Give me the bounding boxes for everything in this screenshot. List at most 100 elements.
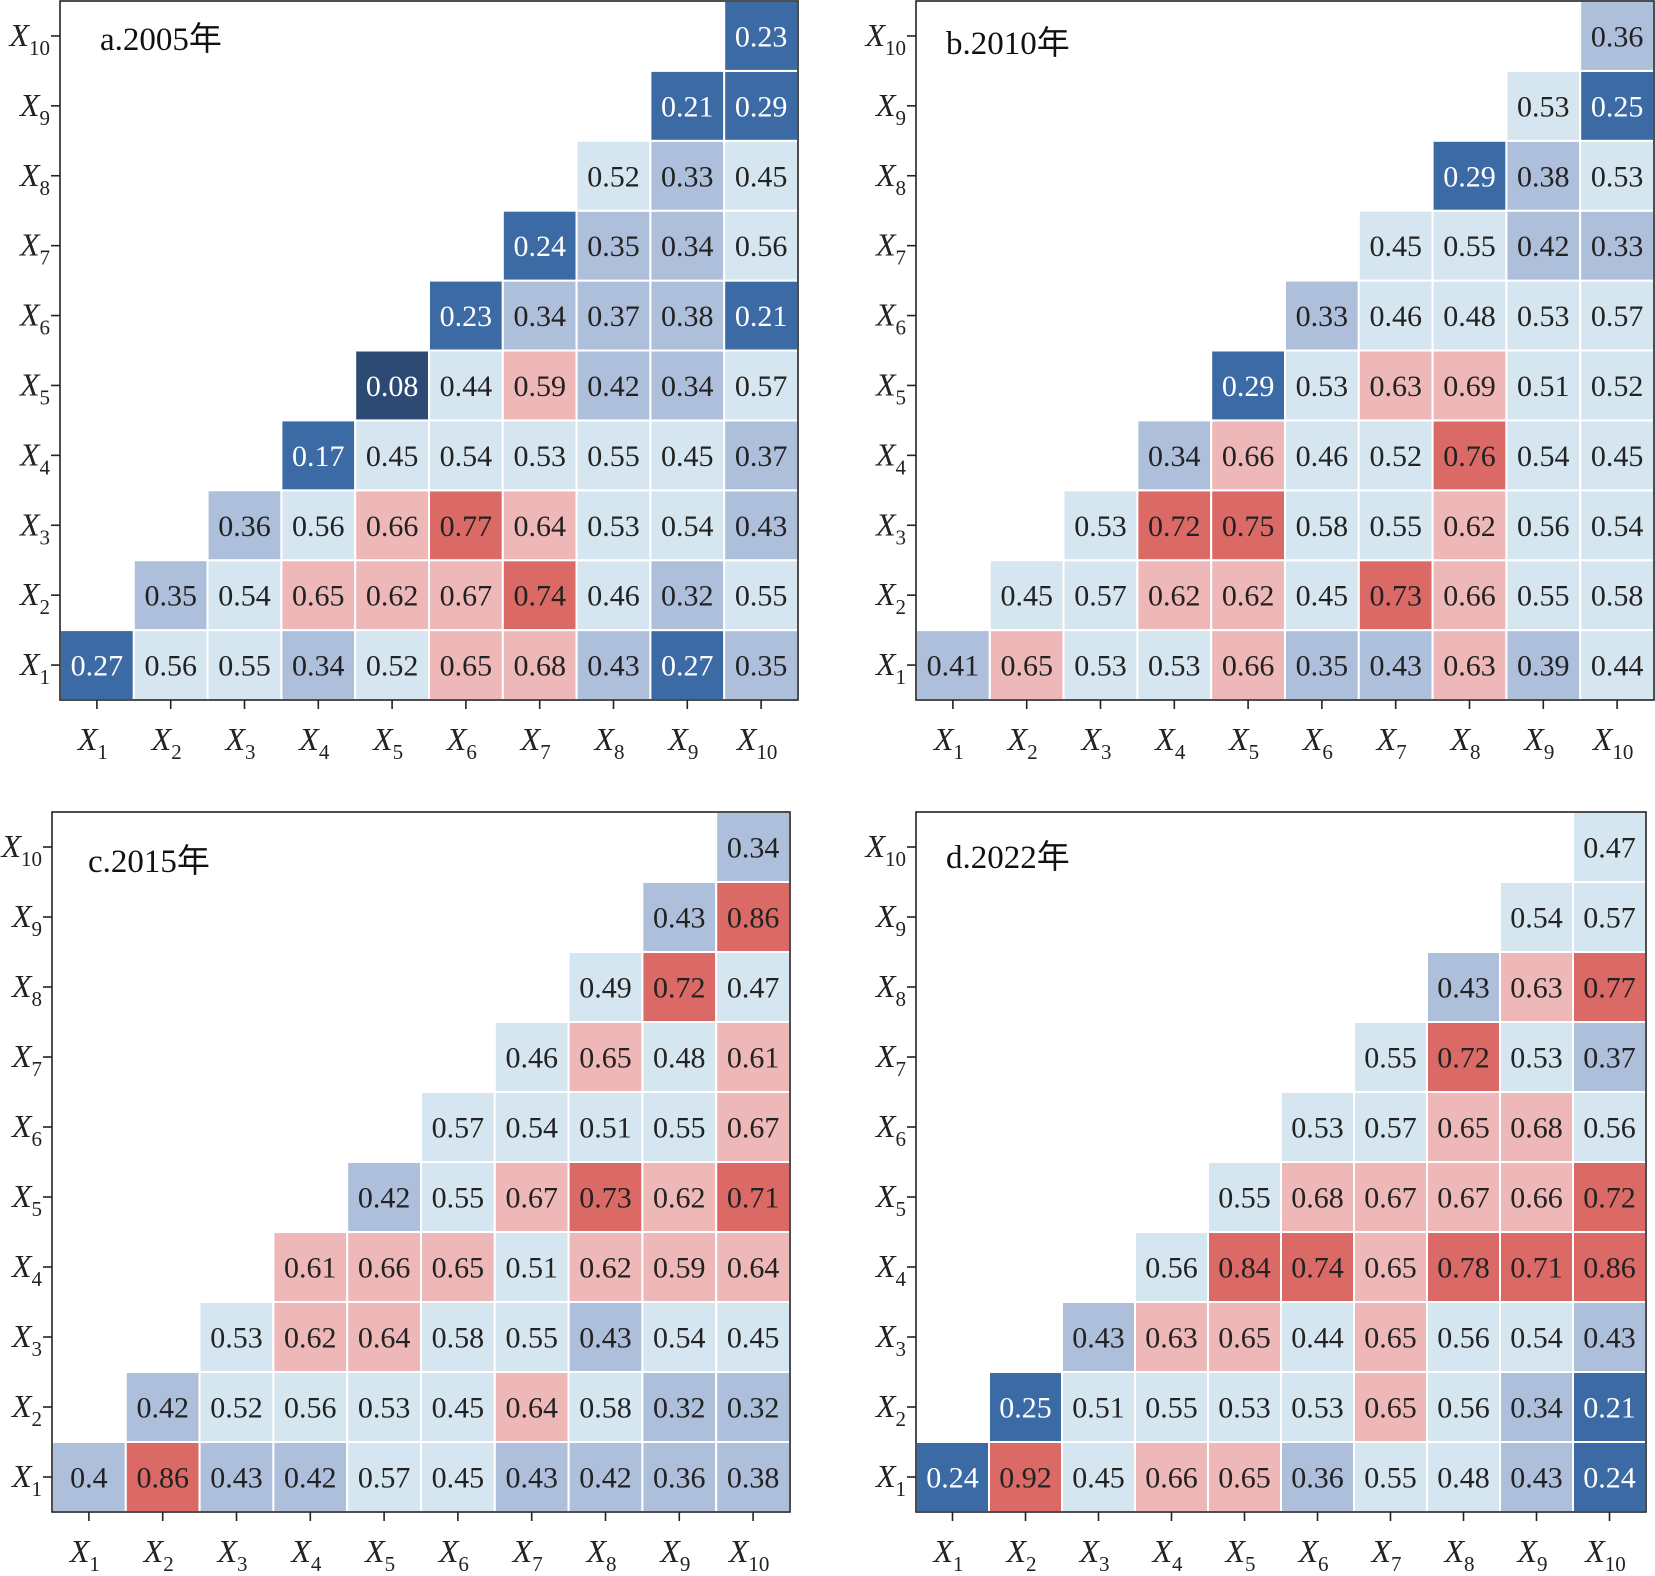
- heatmap-cell: [1353, 1371, 1428, 1443]
- cell-value-label: 0.46: [1369, 300, 1422, 333]
- cell-value-label: 0.52: [366, 650, 419, 683]
- x-tick-label: X4: [1150, 1533, 1183, 1576]
- cell-value-label: 0.68: [1291, 1182, 1344, 1215]
- x-tick-label: X1: [76, 721, 108, 764]
- cell-value-label: 0.36: [218, 510, 271, 543]
- heatmap-cell: [1431, 419, 1508, 492]
- cell-value-label: 0.23: [735, 20, 788, 53]
- y-tick-label: X6: [18, 297, 50, 340]
- heatmap-cell: [493, 1091, 570, 1163]
- heatmap-cell: [1357, 419, 1434, 492]
- y-tick-label: X10: [0, 828, 42, 871]
- heatmap-cell: [1572, 1231, 1647, 1303]
- cell-value-label: 0.46: [1296, 440, 1349, 473]
- heatmap-cell: [420, 1301, 496, 1373]
- panel-title: b.2010年: [946, 25, 1070, 62]
- cell-value-label: 0.32: [727, 1392, 780, 1425]
- cell-value-label: 0.74: [513, 580, 566, 613]
- heatmap-cell: [723, 559, 800, 632]
- cell-value-label: 0.27: [71, 650, 124, 683]
- y-tick-label: X9: [874, 898, 906, 941]
- heatmap-cell: [428, 279, 504, 352]
- y-tick-label: X8: [874, 157, 906, 200]
- cell-value-label: 0.54: [1510, 902, 1563, 935]
- cell-value-label: 0.68: [1510, 1112, 1563, 1145]
- cell-value-label: 0.62: [653, 1182, 706, 1215]
- cell-value-label: 0.36: [1591, 20, 1644, 53]
- cell-value-label: 0.77: [440, 510, 493, 543]
- y-tick-label: X9: [18, 87, 50, 130]
- heatmap-cell: [1499, 1021, 1574, 1093]
- heatmap-cell: [567, 1301, 644, 1373]
- y-tick-label: X2: [10, 1388, 42, 1431]
- cell-value-label: 0.53: [1291, 1112, 1344, 1145]
- cell-value-label: 0.53: [210, 1322, 263, 1355]
- cell-value-label: 0.17: [292, 440, 345, 473]
- heatmap-cell: [723, 629, 800, 701]
- cell-value-label: 0.55: [432, 1182, 485, 1215]
- cell-value-label: 0.73: [579, 1182, 632, 1215]
- heatmap-cell: [1061, 1371, 1136, 1443]
- cell-value-label: 0.37: [735, 440, 788, 473]
- heatmap-cell: [1280, 1371, 1355, 1443]
- cell-value-label: 0.56: [144, 650, 197, 683]
- cell-value-label: 0.55: [1517, 580, 1570, 613]
- cell-value-label: 0.52: [1369, 440, 1422, 473]
- cell-value-label: 0.58: [1591, 580, 1644, 613]
- cell-value-label: 0.24: [1583, 1462, 1636, 1495]
- cell-value-label: 0.46: [587, 580, 640, 613]
- x-tick-label: X8: [1442, 1533, 1474, 1576]
- y-tick-label: X7: [874, 1038, 906, 1081]
- heatmap-cell: [1579, 0, 1655, 72]
- heatmap-cell: [420, 1091, 496, 1163]
- cell-value-label: 0.75: [1222, 510, 1275, 543]
- x-tick-label: X5: [1227, 721, 1259, 764]
- cell-value-label: 0.24: [513, 230, 566, 263]
- cell-value-label: 0.37: [587, 300, 640, 333]
- cell-value-label: 0.29: [1222, 370, 1275, 403]
- cell-value-label: 0.47: [1583, 832, 1636, 865]
- cell-value-label: 0.33: [1591, 230, 1644, 263]
- heatmap-cell: [1136, 559, 1213, 632]
- cell-value-label: 0.42: [579, 1462, 632, 1495]
- cell-value-label: 0.92: [999, 1462, 1052, 1495]
- x-tick-label: X4: [297, 721, 330, 764]
- panel-title: d.2022年: [946, 839, 1070, 876]
- cell-value-label: 0.49: [579, 972, 632, 1005]
- cell-value-label: 0.53: [1148, 650, 1201, 683]
- cell-value-label: 0.48: [1437, 1462, 1490, 1495]
- cell-value-label: 0.45: [366, 440, 419, 473]
- heatmap-cell: [649, 559, 726, 632]
- heatmap-cell: [1062, 559, 1139, 632]
- cell-value-label: 0.35: [1296, 650, 1349, 683]
- cell-value-label: 0.65: [1364, 1322, 1417, 1355]
- heatmap-cell: [354, 419, 431, 492]
- heatmap-cell: [420, 1231, 496, 1303]
- heatmap-cell: [420, 1441, 496, 1513]
- heatmap-cell: [567, 1021, 644, 1093]
- cell-value-label: 0.53: [1517, 90, 1570, 123]
- cell-value-label: 0.33: [1296, 300, 1349, 333]
- cell-value-label: 0.43: [1072, 1322, 1125, 1355]
- cell-value-label: 0.64: [727, 1252, 780, 1285]
- plot-frame: [51, 811, 791, 1513]
- heatmap-cell: [1061, 1441, 1136, 1513]
- heatmap-cell: [1505, 349, 1582, 422]
- cell-value-label: 0.53: [1074, 510, 1127, 543]
- heatmap-cell: [1426, 951, 1501, 1023]
- y-tick-label: X6: [874, 297, 906, 340]
- cell-value-label: 0.59: [513, 370, 566, 403]
- cell-value-label: 0.53: [1218, 1392, 1271, 1425]
- heatmap-cell: [280, 419, 357, 492]
- cell-value-label: 0.65: [1364, 1392, 1417, 1425]
- cell-value-label: 0.42: [1517, 230, 1570, 263]
- heatmap-cell: [1431, 489, 1508, 562]
- cell-value-label: 0.45: [1296, 580, 1349, 613]
- heatmap-cell: [206, 559, 283, 632]
- cell-value-label: 0.56: [1437, 1392, 1490, 1425]
- y-tick-label: X4: [874, 436, 907, 479]
- heatmap-cell: [1207, 1161, 1282, 1233]
- heatmap-cell: [493, 1231, 570, 1303]
- cell-value-label: 0.48: [1443, 300, 1496, 333]
- cell-value-label: 0.53: [1517, 300, 1570, 333]
